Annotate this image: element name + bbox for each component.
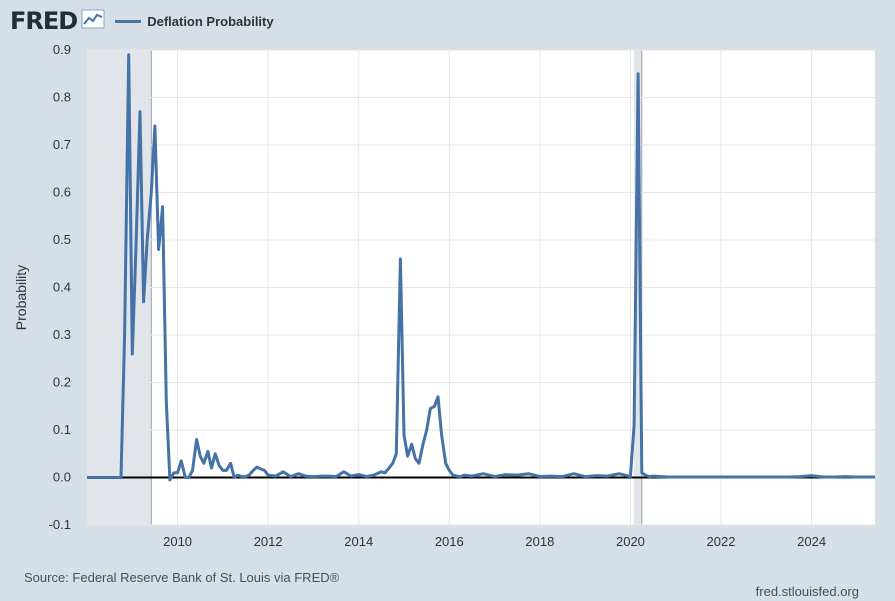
source-url[interactable]: fred.stlouisfed.org (755, 584, 859, 599)
legend-label: Deflation Probability (147, 13, 274, 29)
y-tick-label: 0.7 (53, 137, 71, 152)
x-tick-label: 2012 (254, 534, 283, 549)
y-axis-title: Probability (13, 265, 29, 330)
x-tick-label: 2010 (163, 534, 192, 549)
x-tick-label: 2024 (797, 534, 826, 549)
series-line (87, 53, 875, 482)
legend-swatch (115, 19, 142, 23)
source-note: Source: Federal Reserve Bank of St. Loui… (24, 570, 340, 585)
fred-logo[interactable]: FRED (10, 7, 78, 35)
y-tick-label: 0.5 (53, 232, 71, 247)
y-tick-label: 0.3 (53, 327, 71, 342)
x-axis-ticks: 2010 2012 2014 2016 2018 2020 2022 2024 (163, 534, 826, 549)
x-tick-label: 2014 (344, 534, 373, 549)
series-group (87, 53, 875, 482)
y-tick-label: 0.8 (53, 90, 71, 105)
x-tick-label: 2022 (707, 534, 736, 549)
y-tick-label: 0.1 (53, 422, 71, 437)
chart-line-icon (81, 9, 105, 34)
gridlines (87, 49, 875, 526)
y-axis-ticks: -0.1 0.0 0.1 0.2 0.3 0.4 0.5 0.6 0.7 0.8 0.9 (49, 42, 71, 532)
x-tick-label: 2020 (616, 534, 645, 549)
x-tick-label: 2018 (525, 534, 554, 549)
y-tick-label: 0.6 (53, 185, 71, 200)
y-tick-label: -0.1 (49, 517, 71, 532)
y-tick-label: 0.4 (53, 280, 71, 295)
chart-header: FRED Deflation Probability (10, 6, 274, 36)
y-tick-label: 0.0 (53, 470, 71, 485)
y-tick-label: 0.9 (53, 42, 71, 57)
y-tick-label: 0.2 (53, 375, 71, 390)
x-tick-label: 2016 (435, 534, 464, 549)
